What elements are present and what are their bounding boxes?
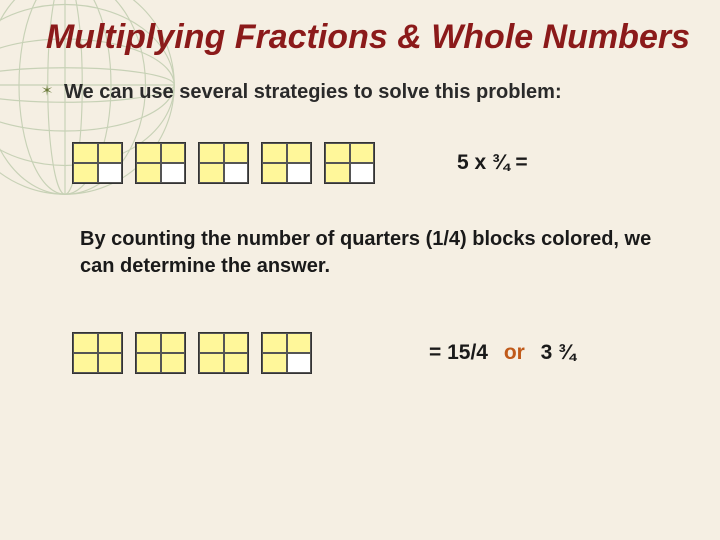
fraction-grid	[72, 332, 123, 374]
empty-cell	[287, 353, 312, 373]
filled-cell	[73, 143, 98, 163]
filled-cell	[199, 143, 224, 163]
filled-cell	[161, 333, 186, 353]
empty-cell	[350, 163, 375, 183]
empty-cell	[287, 163, 312, 183]
answer-row: = 15/4 or 3 ¾	[0, 280, 720, 374]
fraction-grid	[72, 142, 123, 184]
empty-cell	[161, 163, 186, 183]
filled-cell	[224, 353, 249, 373]
filled-cell	[262, 143, 287, 163]
empty-cell	[98, 163, 123, 183]
bottom-grid-holder	[72, 332, 312, 374]
fraction-grid	[324, 142, 375, 184]
empty-cell	[224, 163, 249, 183]
filled-cell	[161, 143, 186, 163]
top-grid-holder	[72, 142, 375, 184]
star-icon	[40, 83, 54, 97]
filled-cell	[287, 143, 312, 163]
filled-cell	[161, 353, 186, 373]
filled-cell	[136, 163, 161, 183]
filled-cell	[98, 143, 123, 163]
filled-cell	[199, 333, 224, 353]
filled-cell	[199, 353, 224, 373]
filled-cell	[224, 333, 249, 353]
filled-cell	[350, 143, 375, 163]
filled-cell	[325, 163, 350, 183]
filled-cell	[199, 163, 224, 183]
fraction-grid	[261, 142, 312, 184]
filled-cell	[136, 143, 161, 163]
bullet-row: We can use several strategies to solve t…	[0, 57, 720, 106]
top-grids-row: 5 x ¾ =	[0, 106, 720, 184]
filled-cell	[73, 163, 98, 183]
filled-cell	[73, 353, 98, 373]
filled-cell	[73, 333, 98, 353]
filled-cell	[136, 333, 161, 353]
filled-cell	[262, 333, 287, 353]
filled-cell	[98, 353, 123, 373]
answer-text: = 15/4 or 3 ¾	[429, 341, 576, 365]
filled-cell	[287, 333, 312, 353]
equation-text: 5 x ¾ =	[457, 151, 528, 175]
fraction-grid	[198, 332, 249, 374]
filled-cell	[224, 143, 249, 163]
filled-cell	[262, 163, 287, 183]
slide-title: Multiplying Fractions & Whole Numbers	[0, 0, 720, 57]
filled-cell	[98, 333, 123, 353]
filled-cell	[262, 353, 287, 373]
fraction-grid	[135, 142, 186, 184]
fraction-grid	[261, 332, 312, 374]
filled-cell	[136, 353, 161, 373]
fraction-grid	[198, 142, 249, 184]
fraction-grid	[135, 332, 186, 374]
answer-or: or	[494, 341, 535, 364]
answer-suffix: 3 ¾	[541, 341, 576, 364]
explanation-text: By counting the number of quarters (1/4)…	[0, 184, 720, 280]
answer-prefix: = 15/4	[429, 341, 488, 364]
bullet-text: We can use several strategies to solve t…	[64, 79, 562, 106]
filled-cell	[325, 143, 350, 163]
